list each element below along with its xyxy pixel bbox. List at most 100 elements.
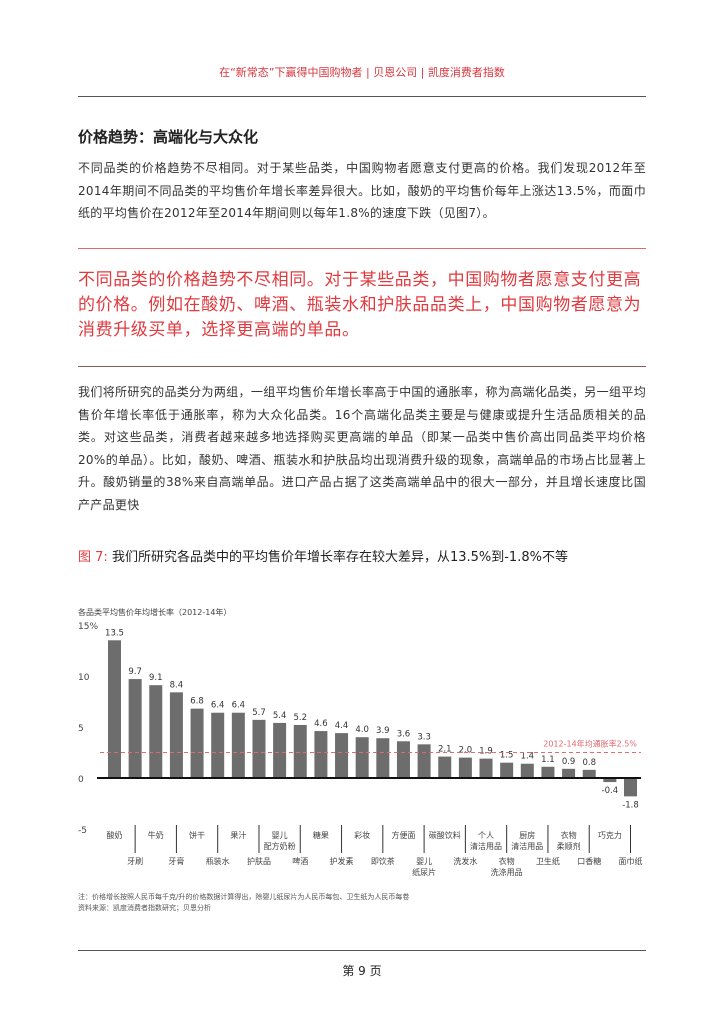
- bar-value-label: 9.7: [128, 667, 142, 677]
- section-heading: 价格趋势：高端化与大众化: [78, 128, 259, 146]
- bar: [169, 692, 183, 778]
- bar: [603, 778, 617, 783]
- category-label: 洗发水: [453, 856, 477, 866]
- bar-value-label: 13.5: [105, 628, 124, 638]
- bar: [335, 733, 349, 778]
- category-label: 护发素: [330, 856, 354, 866]
- paragraph-1: 不同品类的价格趋势不尽相同。对于某些品类，中国购物者愿意支付更高的价格。我们发现…: [78, 161, 646, 220]
- bar-value-label: 3.9: [376, 726, 390, 736]
- bar: [624, 778, 637, 797]
- quote-rule-bottom: [78, 366, 646, 367]
- y-tick-label: -5: [78, 826, 87, 836]
- bar-value-label: 0.8: [582, 758, 596, 768]
- bar: [190, 708, 204, 778]
- bar: [438, 756, 452, 778]
- figure-note: 注：价格增长按照人民币每千克/升的价格数据计算得出，除婴儿纸尿片为人民币每包、卫…: [78, 893, 410, 901]
- bar-value-label: 0.9: [562, 757, 576, 767]
- category-label: 婴儿: [272, 831, 288, 840]
- bar: [211, 712, 225, 778]
- category-label: 柔顺剂: [557, 841, 581, 851]
- y-axis-title: 各品类平均售价年均增长率（2012-14年）: [78, 607, 231, 617]
- bar-chart: 各品类平均售价年均增长率（2012-14年） 15% 10 5 0 -5 13.5 9.7…: [78, 607, 643, 877]
- bar-value-label: 9.1: [149, 673, 163, 683]
- bar: [396, 741, 410, 778]
- category-label: 洗涤用品: [491, 867, 523, 877]
- figure-source: 资料来源：凯度消费者指数研究；贝恩分析: [78, 904, 211, 912]
- bar-value-label: 3.6: [397, 729, 411, 739]
- category-label: 牙刷: [127, 857, 143, 866]
- category-label: 酸奶: [107, 830, 123, 840]
- quote-rule-top: [78, 248, 646, 249]
- bar: [541, 766, 555, 778]
- figure-caption: 我们所研究各品类中的平均售价年增长率存在较大差异，从13.5%到-1.8%不等: [111, 550, 568, 565]
- bar: [500, 762, 514, 778]
- inflation-reference-label: 2012-14年均通胀率2.5%: [543, 739, 637, 749]
- header-rule: [78, 96, 646, 97]
- bar: [376, 738, 390, 778]
- category-label: 清洁用品: [511, 841, 543, 851]
- bar-value-label: -0.4: [602, 786, 619, 796]
- category-label: 彩妆: [354, 830, 370, 840]
- bar-value-label: 6.4: [232, 701, 246, 711]
- category-label: 糖果: [313, 830, 329, 840]
- bar: [479, 758, 493, 778]
- category-label: 纸尿片: [412, 867, 436, 877]
- bar-value-label: 5.2: [293, 713, 307, 723]
- category-label: 卫生纸: [536, 856, 560, 866]
- footer-rule: [78, 950, 646, 951]
- bar-value-label: 2.1: [438, 745, 452, 755]
- category-label: 方便面: [391, 830, 415, 840]
- bar-value-label: 4.0: [355, 725, 369, 735]
- bar-value-label: 1.4: [521, 752, 535, 762]
- category-label: 即饮茶: [371, 856, 395, 866]
- bar-value-label: 2.0: [459, 746, 473, 756]
- bar: [252, 719, 266, 778]
- category-label: 面巾纸: [619, 856, 643, 866]
- category-label: 牛奶: [148, 830, 164, 840]
- bar: [582, 769, 596, 778]
- bar: [417, 744, 431, 778]
- bar-value-label: 4.6: [314, 719, 328, 729]
- category-label: 饼干: [189, 830, 205, 840]
- bar: [149, 685, 163, 778]
- bar: [273, 722, 287, 778]
- category-label: 果汁: [230, 830, 246, 840]
- category-label: 巧克力: [598, 830, 622, 840]
- bar-value-label: 4.4: [335, 721, 349, 731]
- category-label: 衣物: [499, 856, 515, 866]
- category-label: 婴儿: [416, 857, 432, 866]
- category-label: 瓶装水: [206, 856, 230, 866]
- bar-value-label: -1.8: [622, 800, 639, 810]
- y-tick-label: 0: [78, 775, 84, 785]
- bar: [520, 763, 534, 778]
- category-label: 啤酒: [292, 856, 308, 866]
- category-label: 个人: [478, 831, 494, 840]
- y-tick-label: 15%: [78, 622, 98, 632]
- y-tick-label: 5: [78, 724, 84, 734]
- bar-value-label: 6.8: [190, 697, 204, 707]
- pull-quote: 不同品类的价格趋势不尽相同。对于某些品类，中国购物者愿意支付更高的价格。例如在酸…: [78, 270, 642, 340]
- category-label: 护肤品: [247, 856, 271, 866]
- running-header: 在“新常态”下赢得中国购物者 | 贝恩公司 | 凯度消费者指数: [219, 66, 505, 79]
- bar: [562, 768, 576, 778]
- category-label: 口香糖: [577, 856, 601, 866]
- bar-value-label: 5.4: [273, 711, 287, 721]
- bar: [314, 731, 328, 778]
- bar-value-label: 8.4: [170, 680, 184, 690]
- bar: [231, 712, 245, 778]
- bar-value-label: 5.7: [252, 708, 266, 718]
- bar-value-label: 1.9: [479, 747, 493, 757]
- category-label: 清洁用品: [470, 841, 502, 851]
- bar: [458, 757, 472, 778]
- paragraph-2: 我们将所研究的品类分为两组，一组平均售价年增长率高于中国的通胀率，称为高端化品类…: [78, 385, 646, 512]
- page-number: 第 9 页: [342, 964, 382, 978]
- figure-title: 图 7: 我们所研究各品类中的平均售价年增长率存在较大差异，从13.5%到-1.…: [78, 546, 568, 565]
- bar: [108, 640, 121, 778]
- category-label: 牙膏: [168, 856, 184, 866]
- figure-footnote: 注：价格增长按照人民币每千克/升的价格数据计算得出，除婴儿纸尿片为人民币每包、卫…: [78, 892, 409, 914]
- category-label: 衣物: [561, 830, 577, 840]
- y-tick-label: 10: [78, 673, 90, 683]
- bar: [355, 737, 369, 778]
- bar: [128, 679, 142, 778]
- bar-value-label: 3.3: [417, 732, 431, 742]
